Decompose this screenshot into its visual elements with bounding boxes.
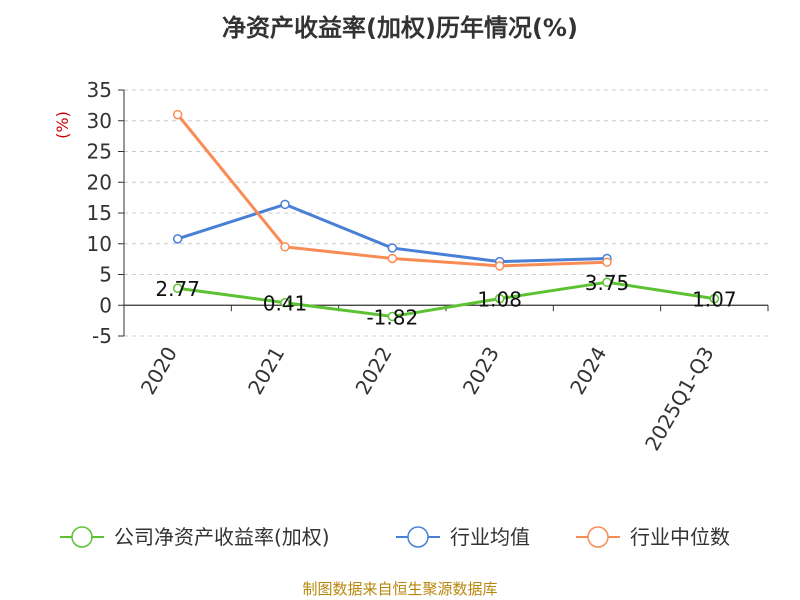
data-label: 1.07: [692, 288, 737, 312]
data-point: [280, 297, 290, 308]
x-tick-label: 2020: [136, 343, 182, 399]
legend-item[interactable]: 行业中位数: [576, 525, 730, 549]
series-lines: [176, 113, 715, 318]
series-line: [176, 113, 608, 268]
data-point: [387, 243, 398, 253]
data-point: [280, 242, 290, 252]
data-point: [172, 234, 183, 244]
data-point: [280, 199, 290, 210]
data-labels: 2.77 0.41 -1.82 1.08 3.75 1.07: [155, 271, 736, 329]
legend-label: 行业中位数: [630, 525, 730, 549]
x-tick-label: 2022: [350, 343, 396, 399]
y-tick-label: -5: [92, 324, 112, 348]
data-point: [387, 253, 398, 264]
series-line: [177, 280, 715, 318]
data-label: 0.41: [263, 292, 308, 316]
x-tick-labels: 2020 2021 2022 2023 2024 2025Q1-Q3: [136, 342, 719, 454]
source-note: 制图数据来自恒生聚源数据库: [302, 580, 497, 598]
y-tick-label: 10: [87, 232, 112, 256]
y-tick-label: 5: [99, 263, 112, 287]
data-point: [494, 293, 505, 304]
data-label: 2.77: [155, 277, 200, 301]
data-point: [172, 109, 183, 120]
series-points: [172, 109, 720, 322]
data-point: [494, 261, 505, 271]
y-tick-label: 15: [87, 201, 112, 225]
data-label: -1.82: [366, 305, 418, 329]
y-tick-label: 30: [87, 109, 112, 133]
x-tick-label: 2024: [565, 343, 611, 399]
data-label: 1.08: [477, 288, 522, 312]
x-tick-label: 2025Q1-Q3: [640, 343, 719, 455]
legend-label: 行业均值: [450, 525, 530, 549]
x-tick-label: 2023: [458, 342, 504, 398]
data-point: [602, 277, 612, 287]
data-point: [387, 311, 398, 322]
x-tick-label: 2021: [243, 343, 289, 399]
legend-label: 公司净资产收益率(加权): [114, 525, 330, 549]
data-point: [602, 257, 612, 267]
y-tick-label: 35: [87, 78, 112, 102]
legend[interactable]: 公司净资产收益率(加权) 行业均值 行业中位数: [60, 525, 730, 549]
legend-item[interactable]: 行业均值: [396, 525, 530, 549]
data-label: 3.75: [585, 271, 630, 295]
legend-item[interactable]: 公司净资产收益率(加权): [60, 525, 330, 549]
legend-marker: [71, 526, 93, 548]
legend-marker: [407, 526, 429, 548]
chart-title: 净资产收益率(加权)历年情况(%): [222, 14, 578, 42]
grid: [124, 89, 768, 337]
legend-marker: [587, 526, 609, 548]
y-tick-labels: -5 0 5 10 15 20 25 30 35: [87, 78, 112, 348]
y-tick-label: 0: [99, 293, 112, 317]
y-tick-label: 20: [87, 170, 112, 194]
data-point: [709, 293, 720, 304]
y-axis-label: (%): [53, 111, 72, 139]
data-point: [172, 283, 183, 293]
y-tick-label: 25: [87, 140, 112, 164]
axes: [118, 89, 769, 337]
